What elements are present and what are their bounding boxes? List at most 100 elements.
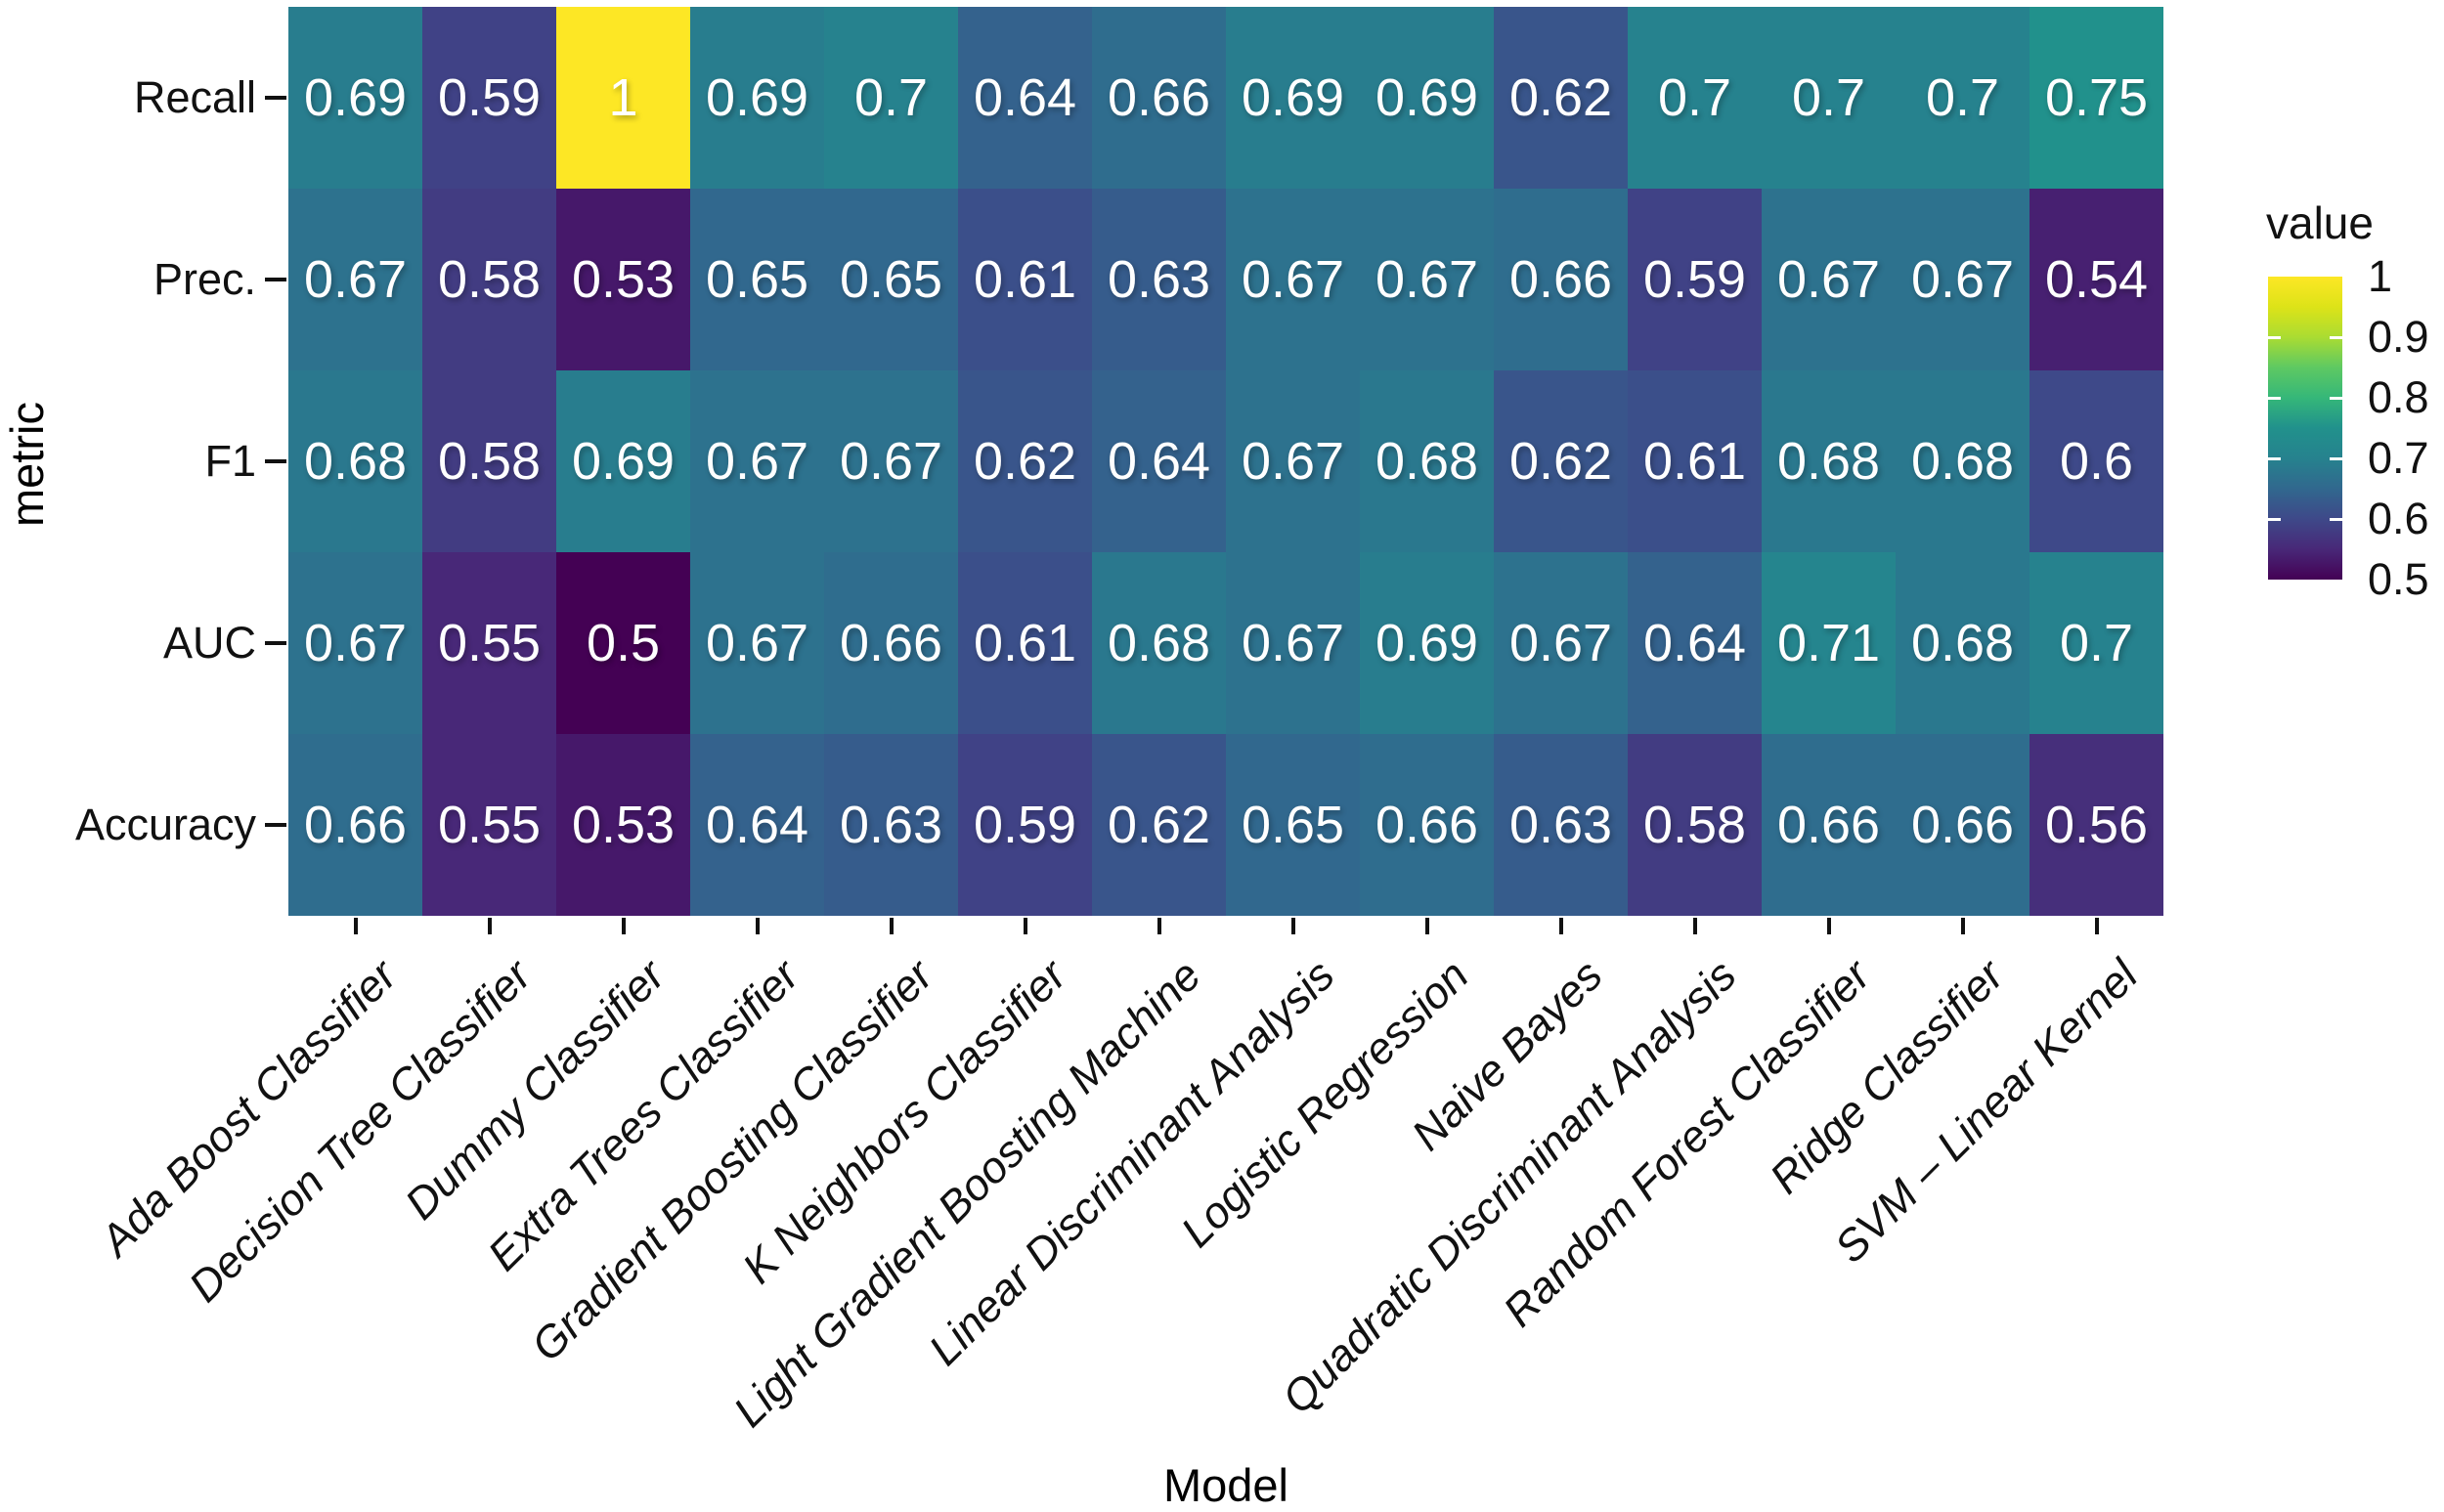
legend-tick-mark xyxy=(2330,517,2342,521)
cell-value-label: 0.67 xyxy=(303,250,408,309)
heatmap-cell: 0.68 xyxy=(1360,370,1494,552)
cell-value-label: 0.69 xyxy=(1375,68,1479,127)
heatmap-cell: 0.7 xyxy=(1762,7,1896,189)
heatmap-cell: 0.67 xyxy=(690,370,824,552)
cell-value-label: 0.63 xyxy=(839,796,943,854)
heatmap-cell: 0.71 xyxy=(1762,552,1896,734)
cell-value-label: 0.63 xyxy=(1107,250,1211,309)
cell-value-label: 0.7 xyxy=(2059,614,2134,672)
heatmap-cell: 0.59 xyxy=(422,7,556,189)
legend-tick-label: 0.9 xyxy=(2368,312,2429,362)
heatmap-cell: 0.53 xyxy=(556,189,690,370)
legend-tick-label: 0.6 xyxy=(2368,494,2429,543)
cell-value-label: 0.69 xyxy=(1375,614,1479,672)
cell-value-label: 0.58 xyxy=(437,432,542,491)
x-axis-tick xyxy=(1826,918,1831,934)
cell-value-label: 0.67 xyxy=(1776,250,1881,309)
heatmap-cell: 0.67 xyxy=(1226,370,1360,552)
heatmap-cell: 0.59 xyxy=(958,734,1092,916)
legend-title: value xyxy=(2266,197,2374,248)
x-tick-label-ridge-classifier: Ridge Classifier xyxy=(1760,950,2014,1203)
cell-value-label: 0.61 xyxy=(1642,432,1747,491)
heatmap-cell: 0.67 xyxy=(1360,189,1494,370)
x-axis-tick xyxy=(1424,918,1429,934)
cell-value-label: 0.7 xyxy=(1925,68,2000,127)
heatmap-cell: 0.62 xyxy=(1494,370,1628,552)
heatmap-cell: 0.62 xyxy=(958,370,1092,552)
heatmap-cell: 0.67 xyxy=(1896,189,2029,370)
cell-value-label: 0.66 xyxy=(1776,796,1881,854)
cell-value-label: 0.68 xyxy=(1910,614,2015,672)
cell-value-label: 0.55 xyxy=(437,614,542,672)
cell-value-label: 0.66 xyxy=(1107,68,1211,127)
cell-value-label: 0.68 xyxy=(1776,432,1881,491)
x-axis-tick xyxy=(1692,918,1697,934)
heatmap-cell: 0.69 xyxy=(1360,7,1494,189)
heatmap-cell: 0.59 xyxy=(1628,189,1762,370)
cell-value-label: 0.68 xyxy=(303,432,408,491)
cell-value-label: 0.5 xyxy=(586,614,661,672)
heatmap-cell: 0.67 xyxy=(690,552,824,734)
heatmap-cell: 0.61 xyxy=(1628,370,1762,552)
legend-tick-mark xyxy=(2268,396,2281,400)
heatmap-cell: 0.68 xyxy=(288,370,422,552)
heatmap-cell: 0.69 xyxy=(1226,7,1360,189)
cell-value-label: 0.64 xyxy=(1107,432,1211,491)
y-tick-label-recall: Recall xyxy=(133,72,256,122)
legend-tick-label: 0.7 xyxy=(2368,433,2429,483)
heatmap-cell: 0.75 xyxy=(2029,7,2163,189)
x-axis-tick xyxy=(487,918,492,934)
cell-value-label: 0.7 xyxy=(1657,68,1732,127)
x-axis-tick xyxy=(353,918,358,934)
x-axis-tick xyxy=(2094,918,2099,934)
heatmap-cell: 0.66 xyxy=(1360,734,1494,916)
cell-value-label: 0.53 xyxy=(571,796,676,854)
y-tick-label-f1: F1 xyxy=(204,436,256,486)
heatmap-cell: 0.68 xyxy=(1092,552,1226,734)
heatmap-cell: 0.65 xyxy=(1226,734,1360,916)
heatmap-cell: 0.61 xyxy=(958,552,1092,734)
cell-value-label: 0.71 xyxy=(1776,614,1881,672)
heatmap-cell: 0.7 xyxy=(1628,7,1762,189)
heatmap-cell: 0.67 xyxy=(1226,189,1360,370)
cell-value-label: 0.55 xyxy=(437,796,542,854)
heatmap-cell: 0.63 xyxy=(824,734,958,916)
x-axis-tick xyxy=(1290,918,1295,934)
cell-value-label: 0.62 xyxy=(973,432,1077,491)
legend-tick-label: 1 xyxy=(2368,251,2393,301)
x-axis-tick xyxy=(621,918,626,934)
heatmap-cell: 0.58 xyxy=(422,370,556,552)
y-tick-label-prec-: Prec. xyxy=(153,254,256,304)
heatmap-cell: 0.66 xyxy=(288,734,422,916)
cell-value-label: 0.69 xyxy=(1241,68,1345,127)
y-axis-tick xyxy=(265,278,286,281)
x-axis-title: Model xyxy=(1162,1459,1288,1511)
x-axis-tick xyxy=(1157,918,1161,934)
cell-value-label: 0.63 xyxy=(1508,796,1613,854)
x-axis-tick xyxy=(1023,918,1027,934)
heatmap-grid: 0.69 0.59 1 0.69 0.7 0.64 0.66 0.69 0.69 0.62 0.7 0… xyxy=(288,7,2163,916)
heatmap-cell: 0.69 xyxy=(1360,552,1494,734)
cell-value-label: 0.67 xyxy=(1375,250,1479,309)
heatmap-cell: 0.55 xyxy=(422,552,556,734)
heatmap-cell: 0.63 xyxy=(1092,189,1226,370)
y-axis-tick xyxy=(265,96,286,100)
cell-value-label: 0.66 xyxy=(1910,796,2015,854)
y-tick-label-accuracy: Accuracy xyxy=(74,799,256,849)
heatmap-cell: 0.66 xyxy=(1896,734,2029,916)
heatmap-cell: 0.66 xyxy=(1494,189,1628,370)
cell-value-label: 0.69 xyxy=(303,68,408,127)
cell-value-label: 0.65 xyxy=(839,250,943,309)
x-axis-tick xyxy=(1558,918,1563,934)
legend-tick-label: 0.8 xyxy=(2368,372,2429,422)
cell-value-label: 0.54 xyxy=(2044,250,2149,309)
cell-value-label: 0.66 xyxy=(303,796,408,854)
heatmap-cell: 0.64 xyxy=(690,734,824,916)
heatmap-cell: 0.67 xyxy=(288,189,422,370)
heatmap-cell: 0.53 xyxy=(556,734,690,916)
legend-tick-mark xyxy=(2330,456,2342,460)
heatmap-cell: 0.65 xyxy=(824,189,958,370)
cell-value-label: 0.68 xyxy=(1375,432,1479,491)
cell-value-label: 0.67 xyxy=(303,614,408,672)
cell-value-label: 0.67 xyxy=(839,432,943,491)
